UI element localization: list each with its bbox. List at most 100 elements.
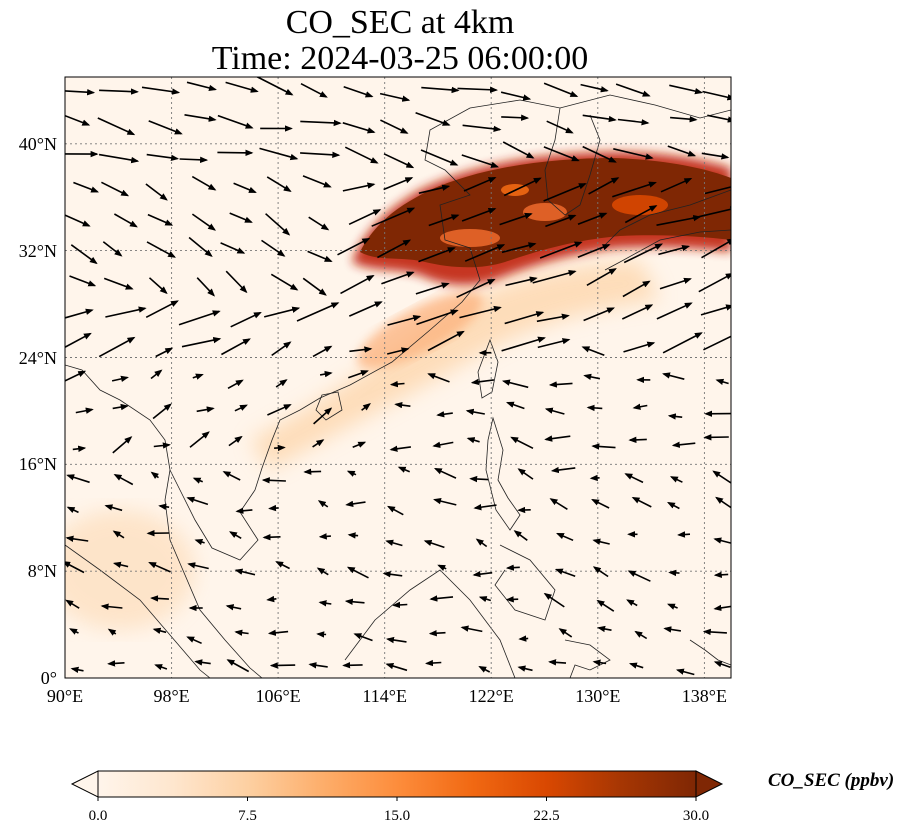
wind-vector-arrow [622,280,651,298]
wind-vector-arrow [274,444,286,452]
wind-vector-arrow [460,625,483,633]
wind-vector-arrow [543,183,587,202]
wind-vector-arrow [505,276,538,287]
wind-vector-arrow [296,302,340,322]
lon-tick-label: 98°E [153,686,189,706]
lon-tick-label: 138°E [682,686,727,706]
wind-vector-arrow [510,436,534,450]
wind-vector-arrow [663,626,682,633]
wind-vector-arrow [352,441,367,449]
wind-vector-arrow [549,498,568,510]
wind-vector-arrow [631,496,652,508]
wind-vector-arrow [262,533,281,541]
colorbar-extend-low [70,770,99,798]
wind-vector-arrow [377,239,412,259]
wind-vector-arrow [472,570,493,578]
wind-vector-arrow [380,119,409,134]
wind-vector-arrow [269,662,296,669]
wind-vector-arrow [65,332,92,349]
colorbar-tick-label: 30.0 [683,808,709,824]
wind-vector-arrow [147,213,174,226]
wind-vector-arrow [707,114,731,123]
wind-vector-arrow [266,595,277,603]
wind-vector-arrow [189,431,210,448]
wind-vector-arrow [592,659,607,666]
wind-vector-arrow [713,537,731,544]
wind-vector-arrow [65,599,80,609]
wind-vector-arrow [701,238,731,259]
wind-vector-arrow [308,216,330,231]
wind-vector-arrow [107,660,125,667]
gridlines [65,77,731,678]
wind-vector-arrow [478,596,492,603]
wind-vector-arrow [624,205,658,224]
wind-vector-arrow [577,244,611,258]
wind-vector-arrow [230,311,262,328]
wind-vector-arrow [387,315,422,326]
wind-vector-arrow [186,81,217,92]
lon-tick-label: 106°E [255,686,300,706]
wind-vector-arrow [504,311,545,325]
wind-vector-arrow [501,242,537,254]
wind-vector-arrow [347,532,359,539]
wind-vector-arrow [428,630,446,637]
wind-vector-arrow [148,120,183,135]
wind-vectors [65,77,731,676]
wind-vector-arrow [554,568,576,577]
wind-vector-arrow [302,277,327,296]
plume-moderate-band [250,260,660,470]
wind-vector-arrow [423,539,445,549]
wind-vector-arrow [194,539,205,546]
wind-vector-arrow [102,241,123,257]
wind-vector-arrow [343,85,374,98]
wind-vector-arrow [178,310,221,326]
wind-vector-arrow [342,182,376,192]
wind-vector-arrow [385,663,408,672]
coastline-hainan [315,391,343,421]
wind-vector-arrow [465,408,485,416]
wind-vector-arrow [397,466,411,473]
wind-vector-arrow [225,81,259,93]
wind-vector-arrow [101,181,130,197]
wind-vector-arrow [267,404,292,416]
wind-vector-arrow [543,592,565,608]
lat-tick-label: 24°N [19,348,57,368]
wind-vector-arrow [181,336,222,348]
wind-vector-arrow [701,152,730,160]
colorbar-extend-high [695,770,724,798]
wind-vector-arrow [233,182,257,194]
wind-vector-arrow [713,604,731,612]
wind-vector-arrow [259,147,299,161]
wind-vector-arrow [583,307,615,322]
wind-vector-arrow [99,88,139,95]
wind-vector-arrow [615,83,651,97]
wind-vector-arrow [221,338,251,356]
wind-vector-arrow [226,659,250,673]
wind-vector-arrow [461,154,500,168]
wind-vector-arrow [264,306,301,318]
wind-vector-arrow [586,268,617,286]
wind-vector-arrow [307,250,333,262]
wind-vector-arrow [381,271,415,285]
wind-vector-arrow [300,151,341,159]
wind-vector-arrow [558,628,573,638]
wind-vector-arrow [624,473,644,484]
wind-vector-arrow [457,86,498,93]
colorbar: 0.0 7.5 15.0 22.5 30.0 [70,770,724,824]
wind-vector-arrow [432,441,454,448]
wind-vector-arrow [428,214,460,227]
wind-vector-arrow [513,530,528,541]
wind-vector-arrow [191,175,217,191]
wind-vector-arrow [303,468,322,475]
wind-vector-arrow [66,506,79,514]
wind-vector-arrow [316,567,329,576]
wind-vector-arrow [501,336,546,352]
wind-vector-arrow [70,666,84,674]
wind-vector-arrow [312,345,333,358]
wind-vector-arrow [152,627,167,634]
wind-vector-arrow [105,306,147,318]
wind-vector-arrow [100,603,123,610]
wind-vector-arrow [217,149,254,157]
wind-vector-arrow [229,212,253,223]
